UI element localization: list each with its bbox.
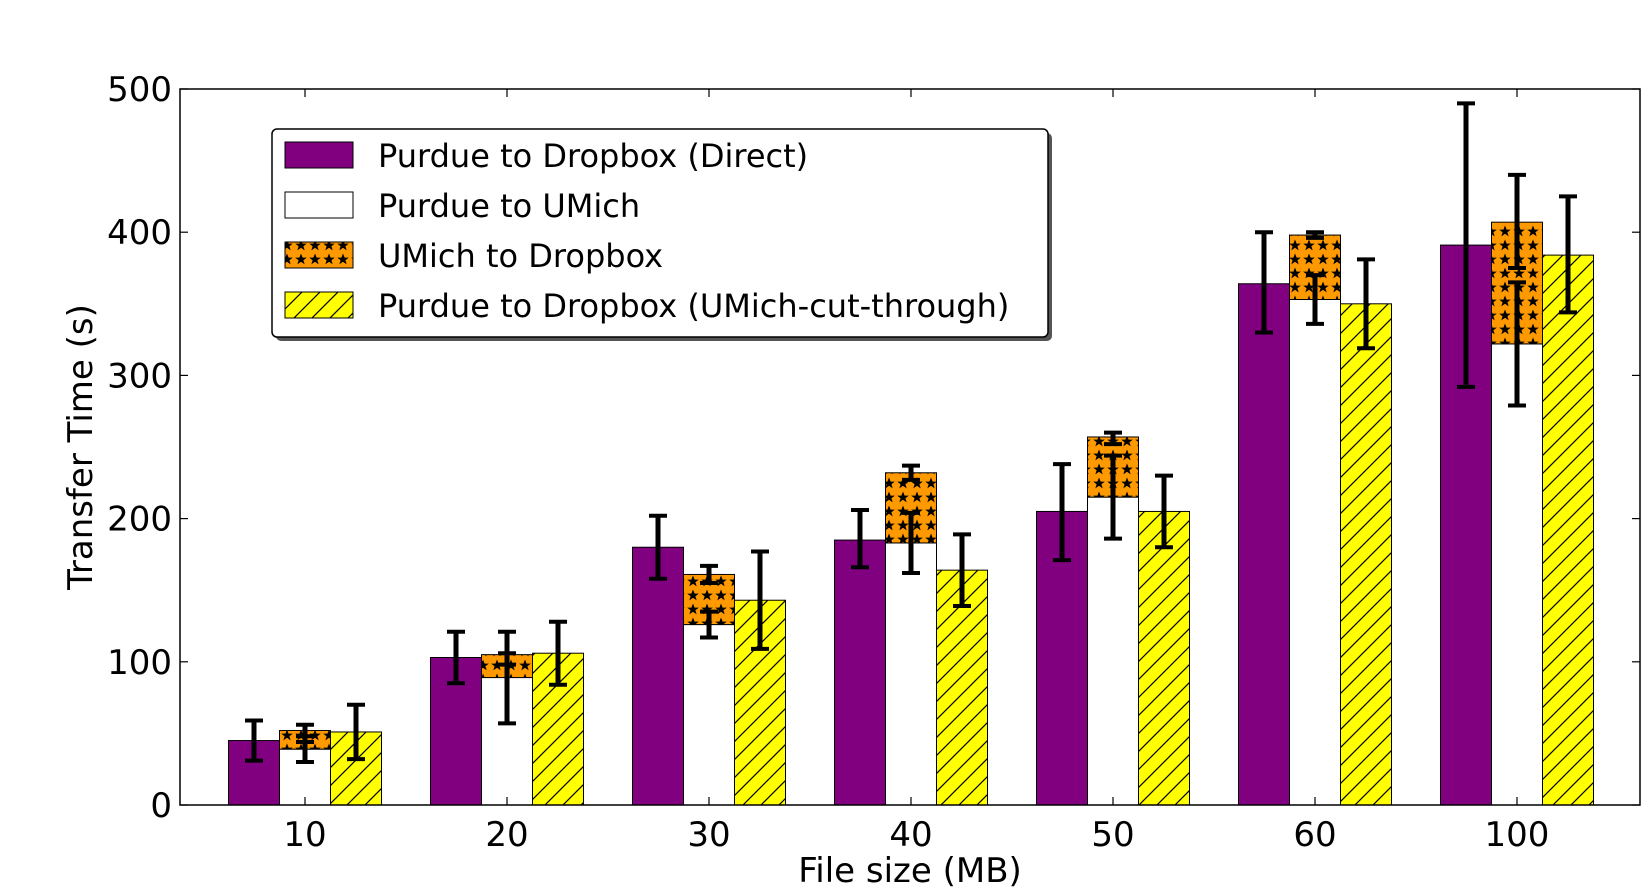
legend-label-cut-through: Purdue to Dropbox (UMich-cut-through) [378, 287, 1009, 325]
y-tick-label-200: 200 [107, 500, 172, 540]
y-tick-label-100: 100 [107, 643, 172, 683]
x-axis: 10 20 30 40 50 60 100 [283, 89, 1549, 855]
bar-direct-60 [1238, 283, 1290, 806]
errbar-cut-through-60 [1357, 257, 1375, 351]
legend: Purdue to Dropbox (Direct) Purdue to UMi… [271, 128, 1052, 341]
errbar-umich-dropbox-50 [1104, 430, 1122, 447]
legend-swatch-purdue-umich [284, 191, 354, 219]
x-tick-label-60: 60 [1293, 815, 1336, 855]
x-tick-label-50: 50 [1091, 815, 1134, 855]
bar-purdue-umich-100 [1491, 343, 1543, 806]
legend-label-purdue-umich: Purdue to UMich [378, 187, 640, 225]
errbar-direct-60 [1255, 230, 1273, 335]
errbar-umich-dropbox-100 [1508, 172, 1526, 270]
errbar-cut-through-30 [751, 549, 769, 651]
errbar-umich-dropbox-10 [296, 722, 314, 744]
bar-purdue-umich-60 [1289, 299, 1341, 806]
bar-purdue-umich-50 [1087, 496, 1139, 806]
errbar-cut-through-50 [1155, 473, 1173, 550]
errbar-umich-dropbox-30 [700, 563, 718, 586]
legend-label-umich-dropbox: UMich to Dropbox [378, 237, 663, 275]
x-axis-label: File size (MB) [798, 851, 1022, 891]
errbar-purdue-umich-40 [902, 510, 920, 576]
y-tick-label-500: 500 [107, 70, 172, 110]
errbar-purdue-umich-20 [498, 629, 516, 726]
errbar-purdue-umich-60 [1306, 273, 1324, 326]
errbar-cut-through-40 [953, 532, 971, 608]
y-tick-label-0: 0 [150, 786, 172, 826]
bar-cut-through-60 [1340, 303, 1392, 806]
errbar-direct-30 [649, 513, 667, 581]
bar-cut-through-50 [1138, 510, 1190, 806]
errbar-cut-through-10 [347, 702, 365, 762]
errbar-umich-dropbox-60 [1306, 230, 1324, 240]
bars-layer [228, 221, 1594, 806]
bar-direct-30 [632, 546, 684, 806]
error-bars-layer [245, 101, 1577, 765]
bar-purdue-umich-40 [885, 542, 937, 806]
bar-cut-through-40 [936, 569, 988, 806]
errbar-direct-20 [447, 629, 465, 686]
errbar-direct-10 [245, 718, 263, 763]
x-tick-label-10: 10 [283, 815, 326, 855]
bar-cut-through-100 [1542, 254, 1594, 806]
y-tick-label-400: 400 [107, 213, 172, 253]
errbar-cut-through-100 [1559, 194, 1577, 315]
y-axis: 0 100 200 300 400 500 [107, 70, 1640, 826]
errbar-direct-40 [851, 508, 869, 570]
errbar-umich-dropbox-20 [498, 651, 516, 667]
bar-purdue-umich-30 [683, 624, 735, 806]
bar-direct-40 [834, 539, 886, 806]
x-tick-label-20: 20 [485, 815, 528, 855]
errbar-direct-50 [1053, 462, 1071, 563]
y-tick-label-300: 300 [107, 356, 172, 396]
legend-swatch-umich-dropbox [284, 241, 354, 269]
x-tick-label-40: 40 [889, 815, 932, 855]
errbar-cut-through-20 [549, 619, 567, 687]
legend-box [271, 128, 1049, 338]
y-axis-label: Transfer Time (s) [61, 304, 101, 591]
errbar-purdue-umich-100 [1508, 280, 1526, 408]
legend-swatch-direct [284, 141, 354, 169]
legend-label-direct: Purdue to Dropbox (Direct) [378, 137, 808, 175]
x-tick-label-100: 100 [1485, 815, 1550, 855]
errbar-purdue-umich-50 [1104, 453, 1122, 541]
errbar-direct-100 [1457, 101, 1475, 389]
x-tick-label-30: 30 [687, 815, 730, 855]
plot-frame [179, 88, 1641, 806]
legend-swatch-cut-through [284, 291, 354, 319]
errbar-purdue-umich-30 [700, 609, 718, 640]
errbar-umich-dropbox-40 [902, 463, 920, 482]
